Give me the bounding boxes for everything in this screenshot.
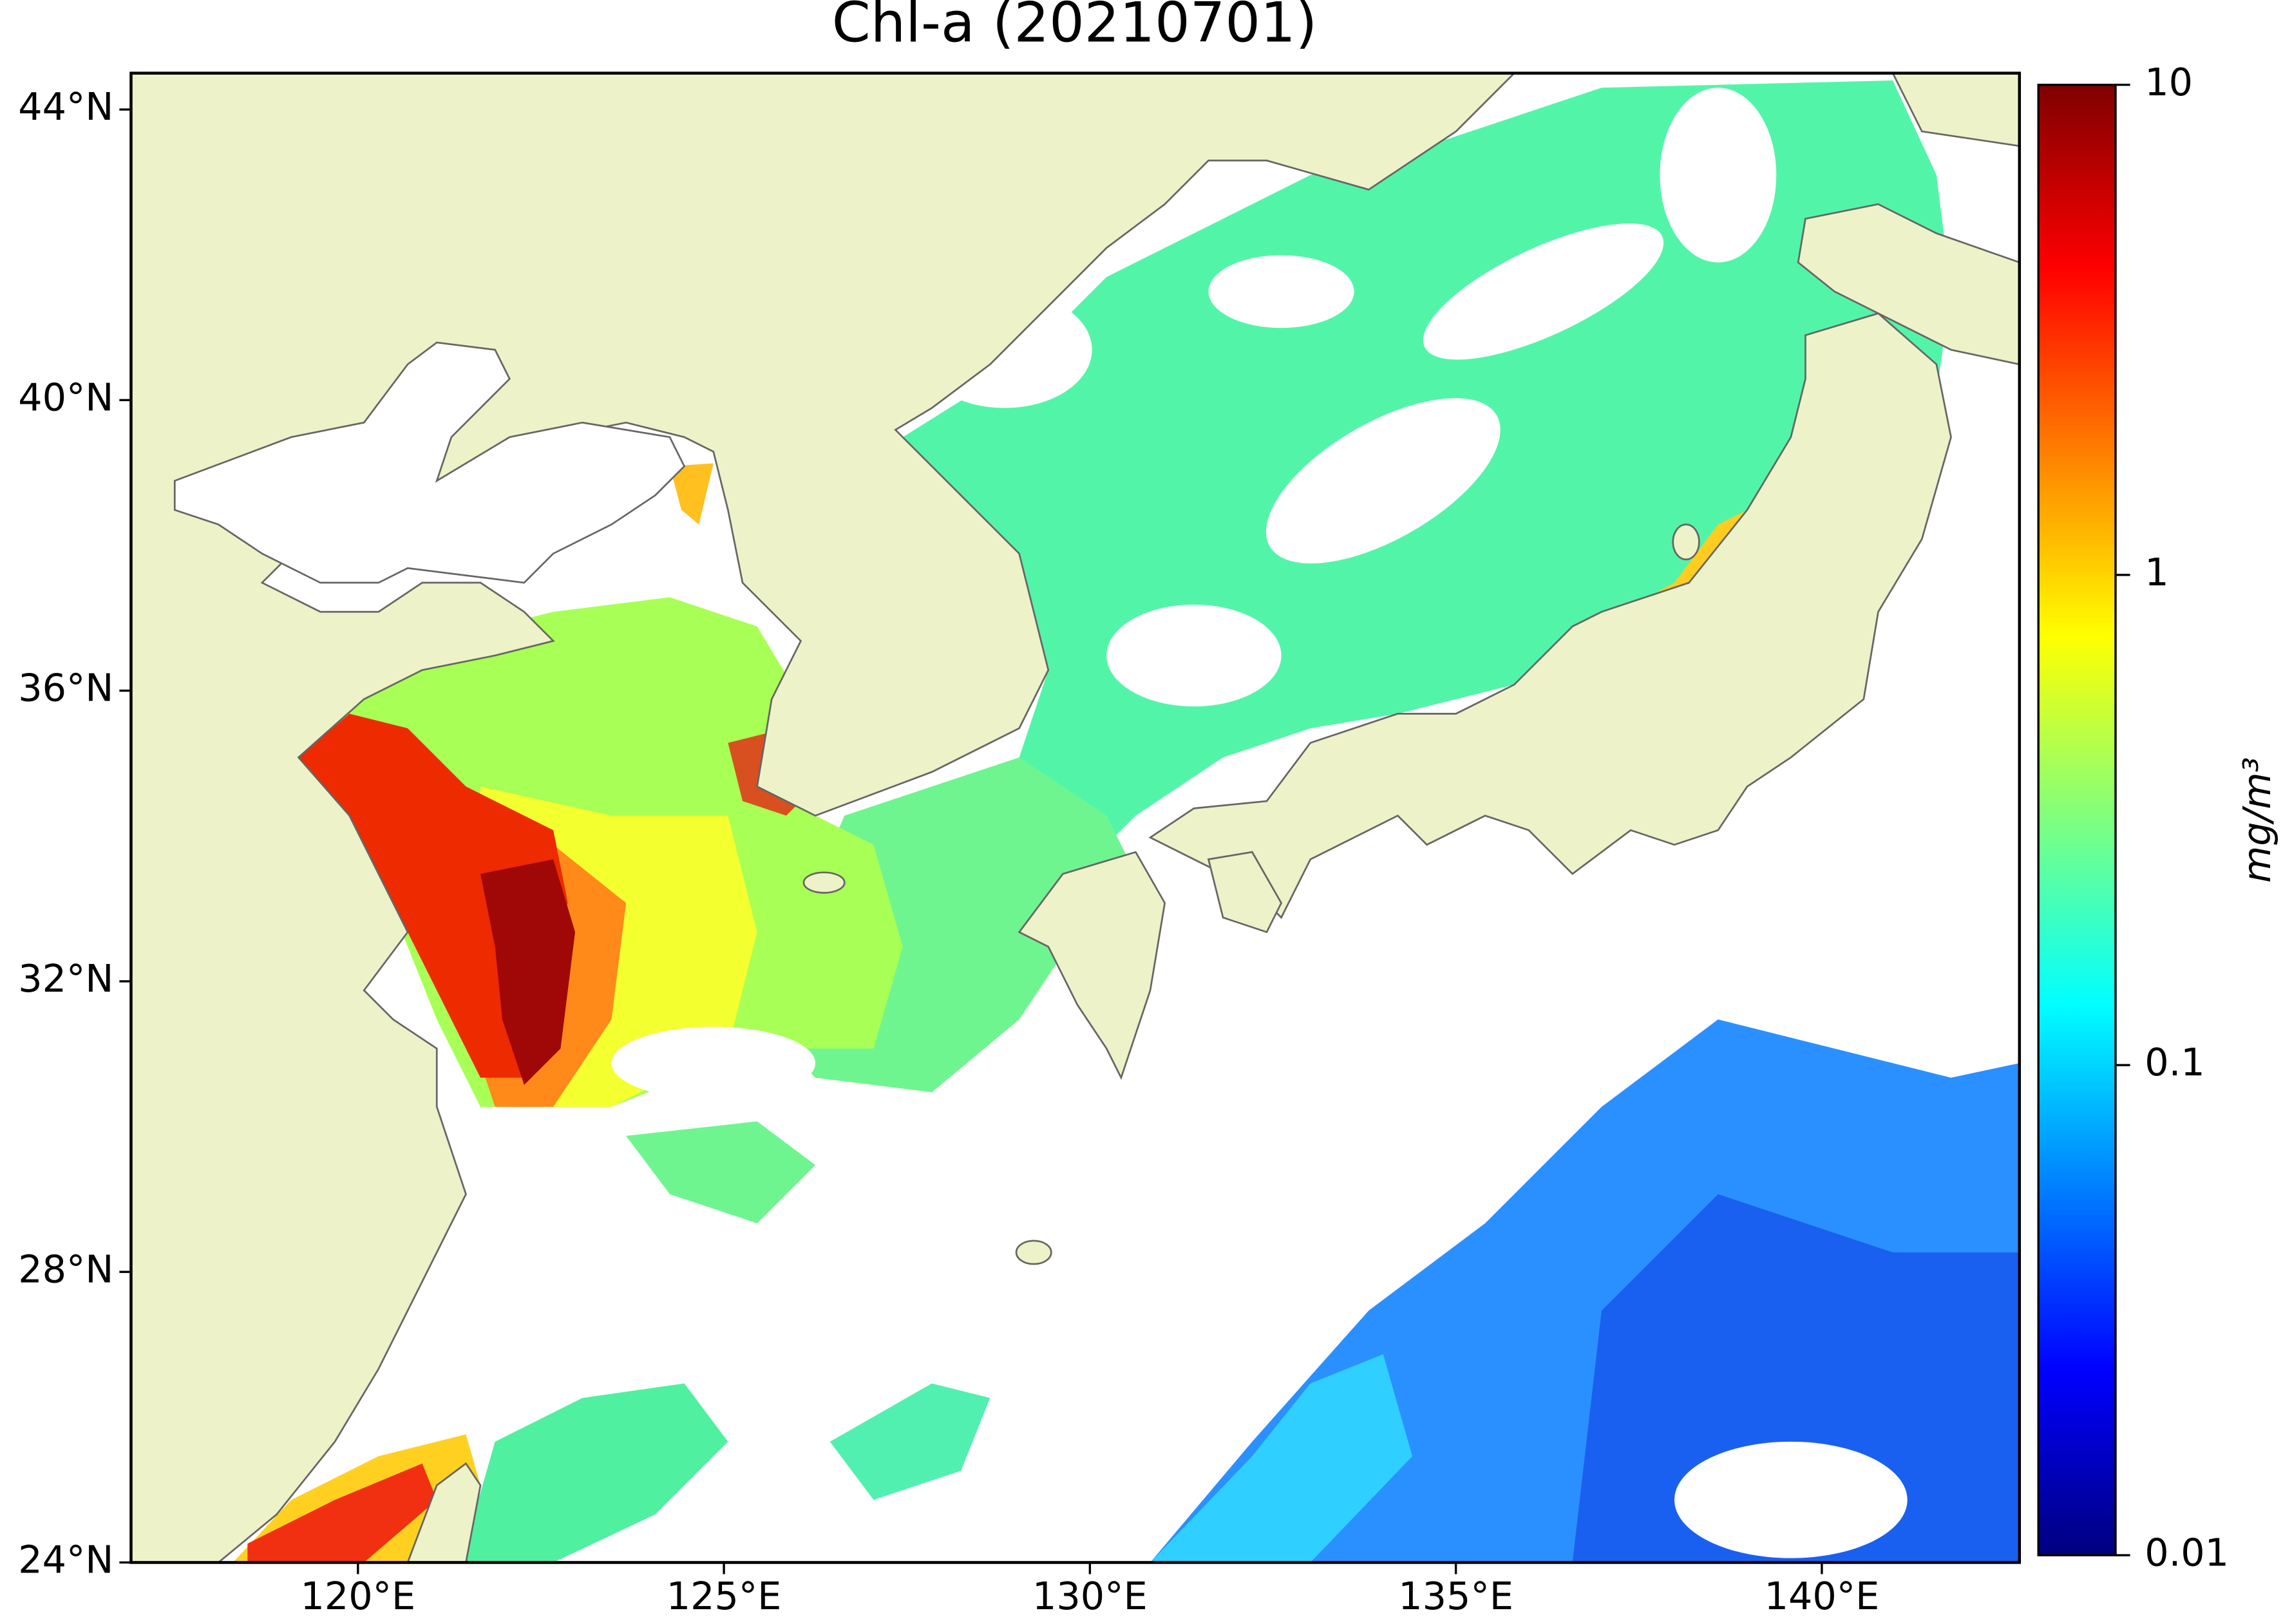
land xyxy=(131,73,2020,1563)
colorbar-label: mg/m³ xyxy=(2235,757,2279,883)
x-tick-label: 140°E xyxy=(1765,1574,1880,1618)
y-tick-label: 32°N xyxy=(18,956,113,1001)
y-tick-label: 40°N xyxy=(18,375,113,419)
x-tick-label: 125°E xyxy=(667,1574,782,1618)
chlorophyll-field xyxy=(232,80,2020,1563)
y-tick-label: 24°N xyxy=(18,1538,113,1582)
colorbar-tick-label: 0.01 xyxy=(2145,1530,2229,1574)
map-area xyxy=(131,73,2020,1563)
x-tick-label: 120°E xyxy=(300,1574,415,1618)
map-title: Chl-a (20210701) xyxy=(832,0,1318,55)
y-tick-label: 44°N xyxy=(18,84,113,129)
colorbar-frame xyxy=(2037,84,2117,1556)
x-tick-label: 130°E xyxy=(1032,1574,1148,1618)
colorbar xyxy=(2038,84,2116,1556)
colorbar-tick-label: 1 xyxy=(2145,550,2168,594)
y-tick-label: 36°N xyxy=(18,666,113,710)
map-frame xyxy=(129,71,2022,1564)
x-tick-label: 135°E xyxy=(1398,1574,1513,1618)
y-tick-label: 28°N xyxy=(18,1247,113,1291)
colorbar-tick-label: 0.1 xyxy=(2145,1040,2204,1084)
colorbar-tick-label: 10 xyxy=(2145,60,2193,104)
